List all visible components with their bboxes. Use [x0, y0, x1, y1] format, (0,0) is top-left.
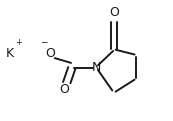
Text: O: O: [59, 83, 69, 96]
Text: O: O: [45, 47, 55, 60]
Text: +: +: [15, 38, 22, 47]
Text: −: −: [40, 37, 48, 46]
Text: K: K: [6, 47, 14, 60]
Text: O: O: [109, 6, 119, 19]
Text: N: N: [91, 61, 101, 74]
